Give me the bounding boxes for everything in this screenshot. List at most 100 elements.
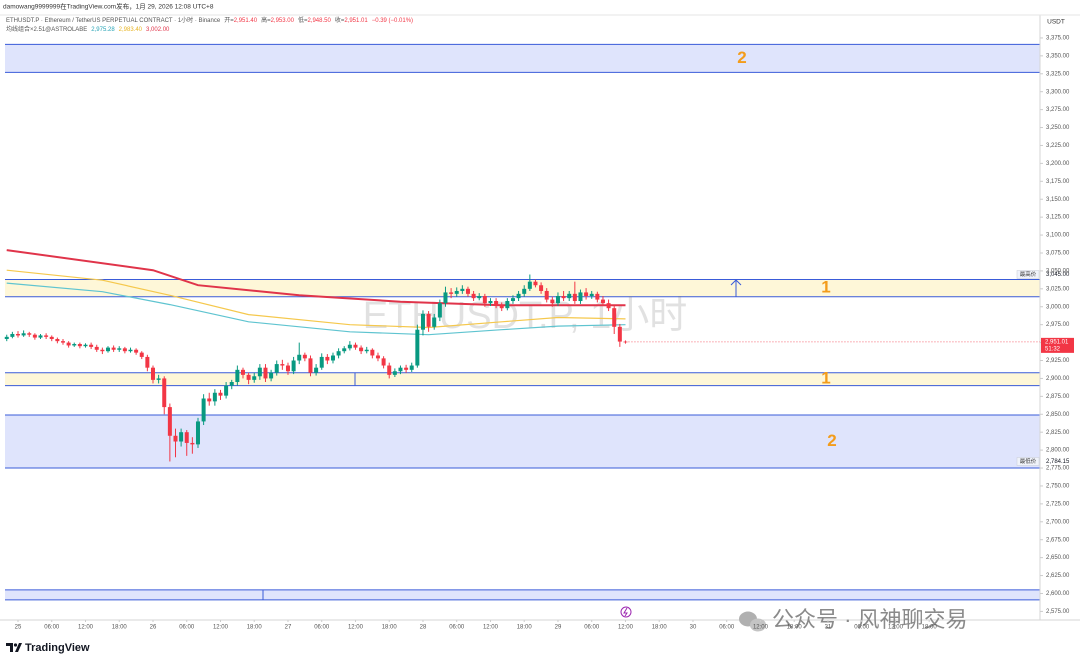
candle-body xyxy=(32,334,37,338)
zones: 2 1 1 2 xyxy=(5,43,1040,601)
candle-body xyxy=(595,293,600,300)
x-tick-label: 06:00 xyxy=(44,625,60,631)
x-tick-label: 12:00 xyxy=(618,625,634,631)
candle-body xyxy=(179,432,184,442)
x-tick-label: 18:00 xyxy=(922,625,938,631)
candle-body xyxy=(190,442,195,445)
candle-body xyxy=(240,369,245,375)
candle-body xyxy=(224,385,229,396)
candle-body xyxy=(21,333,26,336)
candle-body xyxy=(404,367,409,370)
candle-body xyxy=(319,356,324,368)
candle-body xyxy=(252,376,257,380)
candle-body xyxy=(229,382,234,386)
x-tick-label: 18:00 xyxy=(382,625,398,631)
brand: TradingView xyxy=(25,642,90,654)
x-tick-label: 12:00 xyxy=(213,625,229,631)
ohlc-value: 2,951.40 xyxy=(234,18,258,24)
price-mark-value: 3,045.00 xyxy=(1046,272,1070,278)
x-tick-label: 18:00 xyxy=(247,625,263,631)
x-tick-label: 26 xyxy=(150,625,157,631)
candle-body xyxy=(437,303,442,318)
candle-body xyxy=(364,349,369,352)
ohlc-key: 开= xyxy=(224,17,234,24)
candle-body xyxy=(449,292,454,294)
price-mark-box xyxy=(1016,270,1040,279)
arrow xyxy=(730,279,742,297)
price-mark-label: 最高价 xyxy=(1020,270,1037,278)
candle-body xyxy=(471,293,476,299)
last-price-label: 2,951.01 xyxy=(1045,339,1069,345)
y-tick-label: 2,750.00 xyxy=(1046,484,1070,490)
x-tick-label: 30 xyxy=(690,625,697,631)
candle-body xyxy=(550,299,555,304)
candle-body xyxy=(460,288,465,291)
indicator-value: 2,975.28 xyxy=(91,27,115,33)
indicator-value: 3,002.00 xyxy=(146,27,170,33)
x-tick-label: 06:00 xyxy=(719,625,735,631)
y-tick-label: 2,900.00 xyxy=(1046,376,1070,382)
y-tick-label: 3,025.00 xyxy=(1046,286,1070,292)
zone xyxy=(5,589,1040,600)
candle-body xyxy=(100,349,105,352)
x-tick-label: 06:00 xyxy=(314,625,330,631)
candle-body xyxy=(117,348,122,350)
candle-body xyxy=(330,355,335,361)
candle-body xyxy=(370,349,375,356)
candle-body xyxy=(111,347,116,350)
candle-body xyxy=(499,305,504,309)
candle-body xyxy=(83,344,88,347)
candle-body xyxy=(72,344,77,346)
candle-body xyxy=(156,378,161,380)
y-tick-label: 3,375.00 xyxy=(1046,36,1070,42)
ohlc-value: 2,953.00 xyxy=(271,18,295,24)
candle-body xyxy=(257,367,262,377)
candle-body xyxy=(555,295,560,304)
y-tick-label: 3,275.00 xyxy=(1046,107,1070,113)
candle-body xyxy=(55,339,60,342)
x-tick-label: 12:00 xyxy=(753,625,769,631)
candle-body xyxy=(544,290,549,300)
candle-body xyxy=(465,288,470,294)
candle-body xyxy=(612,308,617,327)
candle-body xyxy=(269,372,274,379)
ma-line xyxy=(6,269,626,329)
candle-body xyxy=(297,354,302,361)
candle-body xyxy=(336,351,341,356)
y-tick-label: 2,825.00 xyxy=(1046,430,1070,436)
x-tick-label: 18:00 xyxy=(112,625,128,631)
ohlc-value: 2,951.01 xyxy=(344,18,368,24)
y-tick-label: 3,325.00 xyxy=(1046,71,1070,77)
candle-body xyxy=(128,349,133,352)
symbol-line: ETHUSDT.P · Ethereum / TetherUS PERPETUA… xyxy=(6,16,413,24)
candle-body xyxy=(359,347,364,352)
ma-line xyxy=(6,282,626,336)
candle-body xyxy=(285,365,290,372)
zone-label: 1 xyxy=(821,278,830,297)
y-tick-label: 2,600.00 xyxy=(1046,591,1070,597)
x-tick-label: 28 xyxy=(420,625,427,631)
y-tick-label: 2,800.00 xyxy=(1046,448,1070,454)
x-tick-label: 27 xyxy=(285,625,292,631)
candle-body xyxy=(60,341,65,343)
ohlc-key: 高= xyxy=(261,16,271,24)
candle-body xyxy=(274,364,279,373)
candle-body xyxy=(201,398,206,422)
y-tick-label: 2,675.00 xyxy=(1046,537,1070,543)
price-mark-box xyxy=(1016,457,1040,466)
last-price-box xyxy=(1041,337,1074,353)
candle-body xyxy=(263,367,268,379)
x-tick-label: 12:00 xyxy=(78,625,94,631)
candle-body xyxy=(134,349,139,353)
candle-body xyxy=(567,293,572,299)
candle-body xyxy=(381,358,386,366)
candle-body xyxy=(235,369,240,383)
indicator-line: 均线组合×2.51@ASTROLABE 2,975.28 2,983.40 3,002… xyxy=(6,25,170,33)
candle-body xyxy=(162,378,167,408)
candle-body xyxy=(420,313,425,330)
candle-body xyxy=(409,365,414,370)
indicator-value: 2,983.40 xyxy=(119,27,143,33)
replay-icon[interactable] xyxy=(620,606,632,618)
candle-body xyxy=(623,341,628,343)
